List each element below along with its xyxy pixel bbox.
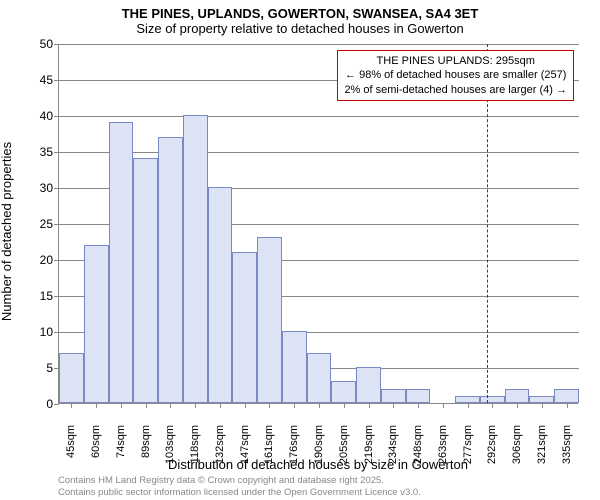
footer-credits: Contains HM Land Registry data © Crown c… — [58, 475, 421, 498]
xtick-mark — [344, 403, 345, 408]
xtick-mark — [96, 403, 97, 408]
chart-title: THE PINES, UPLANDS, GOWERTON, SWANSEA, S… — [0, 0, 600, 21]
histogram-bar — [208, 187, 233, 403]
xtick-mark — [492, 403, 493, 408]
ytick-label: 0 — [23, 397, 53, 411]
ytick-label: 25 — [23, 217, 53, 231]
ytick-mark — [54, 332, 59, 333]
ytick-label: 20 — [23, 253, 53, 267]
histogram-bar — [133, 158, 158, 403]
histogram-bar — [84, 245, 109, 403]
ytick-mark — [54, 296, 59, 297]
ytick-mark — [54, 152, 59, 153]
histogram-bar — [529, 396, 554, 403]
histogram-bar — [109, 122, 134, 403]
ytick-label: 15 — [23, 289, 53, 303]
histogram-bar — [505, 389, 530, 403]
xtick-mark — [170, 403, 171, 408]
histogram-bar — [257, 237, 282, 403]
gridline — [59, 116, 579, 117]
xtick-mark — [294, 403, 295, 408]
ytick-label: 10 — [23, 325, 53, 339]
xtick-mark — [542, 403, 543, 408]
histogram-bar — [331, 381, 356, 403]
footer-line1: Contains HM Land Registry data © Crown c… — [58, 475, 421, 486]
histogram-bar — [59, 353, 84, 403]
histogram-bar — [356, 367, 381, 403]
annotation-line3: 2% of semi-detached houses are larger (4… — [344, 83, 567, 97]
xtick-mark — [245, 403, 246, 408]
histogram-bar — [554, 389, 579, 403]
ytick-mark — [54, 260, 59, 261]
histogram-bar — [282, 331, 307, 403]
ytick-mark — [54, 44, 59, 45]
chart-container: THE PINES, UPLANDS, GOWERTON, SWANSEA, S… — [0, 0, 600, 500]
histogram-bar — [480, 396, 505, 403]
chart-area: Number of detached properties 0510152025… — [58, 44, 578, 404]
xtick-mark — [468, 403, 469, 408]
xtick-mark — [393, 403, 394, 408]
xtick-mark — [319, 403, 320, 408]
xtick-mark — [269, 403, 270, 408]
xtick-mark — [567, 403, 568, 408]
histogram-bar — [307, 353, 332, 403]
ytick-mark — [54, 224, 59, 225]
gridline — [59, 44, 579, 45]
histogram-bar — [406, 389, 431, 403]
gridline — [59, 152, 579, 153]
histogram-bar — [232, 252, 257, 403]
ytick-mark — [54, 116, 59, 117]
xtick-mark — [71, 403, 72, 408]
xtick-mark — [418, 403, 419, 408]
histogram-bar — [183, 115, 208, 403]
ytick-mark — [54, 404, 59, 405]
chart-subtitle: Size of property relative to detached ho… — [0, 21, 600, 40]
annotation-box: THE PINES UPLANDS: 295sqm ← 98% of detac… — [337, 50, 574, 101]
ytick-mark — [54, 188, 59, 189]
histogram-bar — [455, 396, 480, 403]
histogram-bar — [158, 137, 183, 403]
footer-line2: Contains public sector information licen… — [58, 487, 421, 498]
xtick-mark — [146, 403, 147, 408]
annotation-line1: THE PINES UPLANDS: 295sqm — [344, 54, 567, 68]
ytick-label: 35 — [23, 145, 53, 159]
xtick-mark — [195, 403, 196, 408]
xtick-mark — [517, 403, 518, 408]
ytick-label: 5 — [23, 361, 53, 375]
xtick-mark — [443, 403, 444, 408]
xtick-mark — [369, 403, 370, 408]
ytick-label: 30 — [23, 181, 53, 195]
ytick-label: 45 — [23, 73, 53, 87]
xtick-mark — [121, 403, 122, 408]
x-axis-label: Distribution of detached houses by size … — [58, 457, 578, 472]
ytick-mark — [54, 80, 59, 81]
histogram-bar — [381, 389, 406, 403]
annotation-line2: ← 98% of detached houses are smaller (25… — [344, 68, 567, 82]
xtick-mark — [220, 403, 221, 408]
ytick-label: 50 — [23, 37, 53, 51]
ytick-label: 40 — [23, 109, 53, 123]
